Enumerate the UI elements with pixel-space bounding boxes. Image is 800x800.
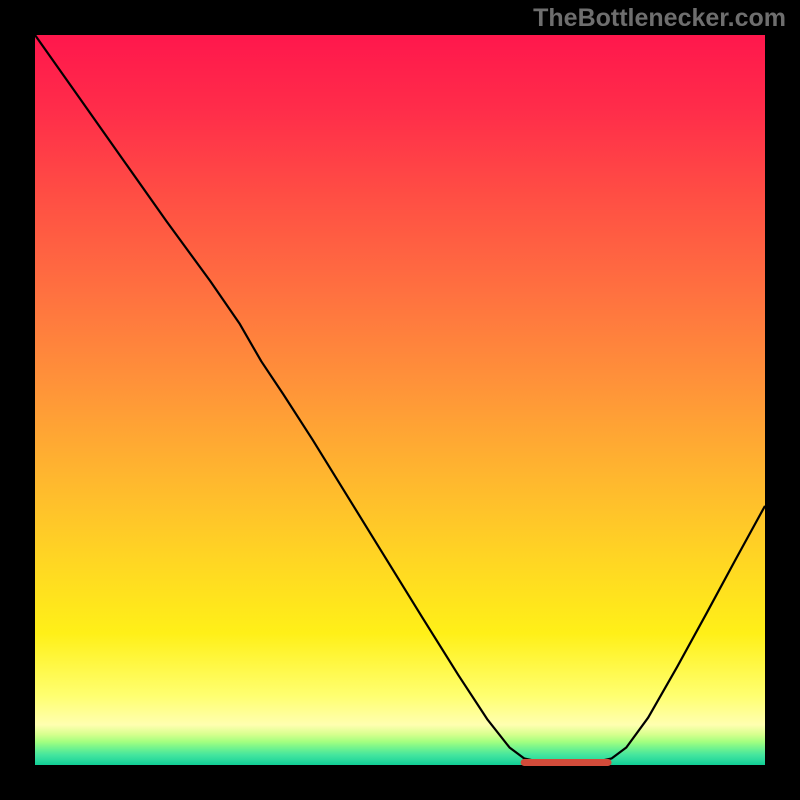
gradient-background — [35, 35, 765, 765]
watermark-text: TheBottlenecker.com — [533, 4, 786, 33]
chart-container: TheBottlenecker.com — [0, 0, 800, 800]
bottleneck-chart — [0, 0, 800, 800]
